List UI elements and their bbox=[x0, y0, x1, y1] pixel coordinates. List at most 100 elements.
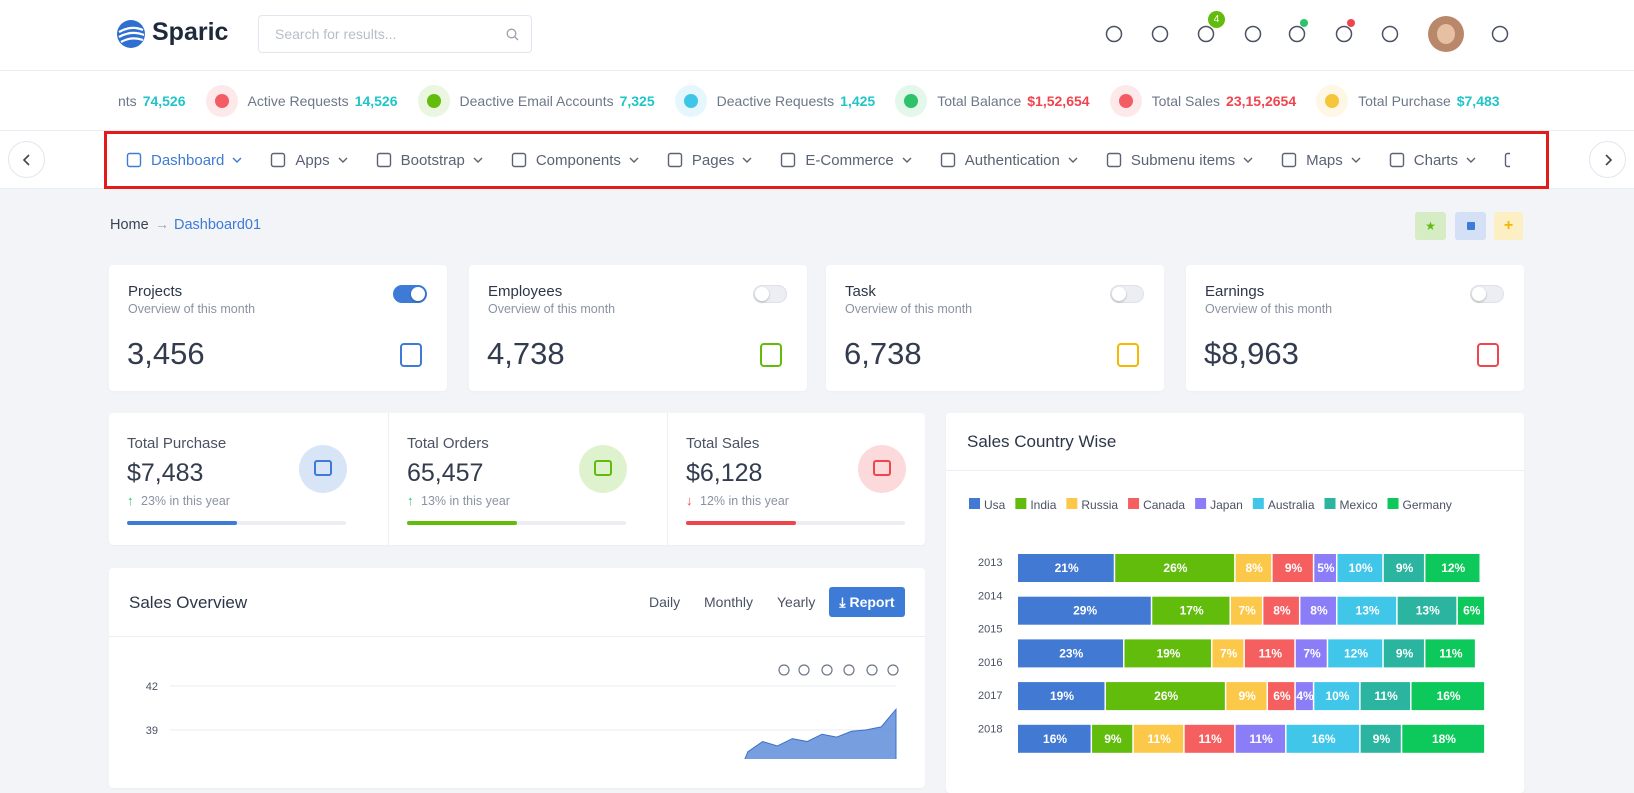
legend-swatch[interactable] bbox=[1252, 498, 1264, 509]
ticker-icon bbox=[205, 85, 238, 117]
icon-shape bbox=[1477, 343, 1499, 367]
bar-label: 16% bbox=[1043, 732, 1067, 746]
chevron bbox=[629, 157, 639, 163]
change-arrow: ↑ bbox=[407, 493, 414, 508]
legend-swatch[interactable] bbox=[1324, 498, 1336, 509]
ticker-item: Deactive Requests 1,425 bbox=[674, 85, 875, 117]
toolbar-icon[interactable] bbox=[843, 664, 855, 676]
header-icon[interactable] bbox=[1489, 23, 1511, 45]
add-button[interactable]: + bbox=[1494, 212, 1523, 240]
legend-label[interactable]: Mexico bbox=[1340, 498, 1378, 512]
logo-text: Sparic bbox=[152, 18, 229, 46]
bar-label: 16% bbox=[1437, 689, 1461, 703]
nav-item[interactable]: Ico bbox=[1503, 151, 1510, 169]
bar-segment bbox=[1383, 554, 1424, 582]
header-icon[interactable] bbox=[1103, 23, 1125, 45]
chevron bbox=[1351, 157, 1361, 163]
legend-label[interactable]: Russia bbox=[1081, 498, 1118, 512]
header-icon[interactable] bbox=[1286, 23, 1308, 45]
toggle[interactable] bbox=[1470, 285, 1504, 303]
bar-label: 9% bbox=[1104, 732, 1122, 746]
toolbar-icon[interactable] bbox=[821, 664, 833, 676]
y-tick-label: 42 bbox=[146, 681, 158, 693]
toolbar-icon[interactable] bbox=[887, 664, 899, 676]
nav-item[interactable]: Bootstrap bbox=[375, 151, 483, 169]
nav-icon bbox=[667, 152, 683, 168]
header-icon[interactable] bbox=[1149, 23, 1171, 45]
breadcrumb-home[interactable]: Home bbox=[110, 217, 149, 233]
legend-label[interactable]: Japan bbox=[1210, 498, 1243, 512]
nav-next[interactable] bbox=[1589, 141, 1626, 178]
report-button[interactable]: ⤓ Report bbox=[829, 587, 905, 617]
tab[interactable]: Monthly bbox=[704, 594, 754, 610]
summary-title: Total Purchase bbox=[127, 435, 227, 452]
legend-label[interactable]: Usa bbox=[984, 498, 1006, 512]
header-icon[interactable] bbox=[1379, 23, 1401, 45]
nav-item[interactable]: E-Commerce bbox=[779, 151, 912, 169]
icon-shape bbox=[1288, 25, 1306, 43]
nav-chevron bbox=[1466, 157, 1476, 163]
avatar[interactable] bbox=[1428, 16, 1464, 52]
nav-item[interactable]: Charts bbox=[1388, 151, 1476, 169]
nav-item[interactable]: Authentication bbox=[939, 151, 1078, 169]
header-icon[interactable] bbox=[1333, 23, 1355, 45]
bar-segment bbox=[1018, 724, 1091, 753]
change-arrow: ↓ bbox=[686, 493, 693, 508]
bar-label: 9% bbox=[1396, 646, 1414, 660]
nav-item[interactable]: Maps bbox=[1280, 151, 1361, 169]
stat-icon bbox=[1117, 343, 1139, 367]
nav-item[interactable]: Pages bbox=[666, 151, 753, 169]
progress-fill bbox=[127, 521, 237, 525]
toolbar-icon[interactable] bbox=[866, 664, 878, 676]
summary-section: Total Sales $6,128 ↓ 12% in this year bbox=[667, 413, 946, 545]
summary-icon bbox=[299, 445, 347, 493]
toggle[interactable] bbox=[393, 285, 427, 303]
nav-prev[interactable] bbox=[8, 141, 45, 178]
search-box[interactable]: Search for results... bbox=[258, 15, 532, 53]
stat-subtitle: Overview of this month bbox=[845, 302, 973, 316]
header: Sparic Search for results... 4 bbox=[0, 0, 1634, 71]
bar-segment bbox=[1115, 554, 1235, 582]
nav-item[interactable]: Submenu items bbox=[1105, 151, 1253, 169]
nav-item[interactable]: Components bbox=[510, 151, 639, 169]
toolbar-icon[interactable] bbox=[778, 664, 790, 676]
bar-segment bbox=[1397, 596, 1457, 625]
bar-label: 10% bbox=[1325, 689, 1349, 703]
header-icon[interactable] bbox=[1242, 23, 1264, 45]
summary-section: Total Orders 65,457 ↑ 13% in this year bbox=[388, 413, 667, 545]
ticker-icon bbox=[1109, 85, 1142, 117]
toggle[interactable] bbox=[1110, 285, 1144, 303]
tab[interactable]: Daily bbox=[649, 594, 681, 610]
tab[interactable]: Yearly bbox=[777, 594, 816, 610]
toolbar-icon[interactable] bbox=[798, 664, 810, 676]
toggle[interactable] bbox=[753, 285, 787, 303]
nav-label: Components bbox=[535, 151, 621, 169]
icon-shape bbox=[1281, 152, 1297, 168]
icon-shape bbox=[1117, 343, 1139, 367]
lock-button[interactable] bbox=[1455, 212, 1486, 240]
legend-swatch[interactable] bbox=[1128, 498, 1140, 509]
bar-label: 12% bbox=[1441, 561, 1465, 575]
legend-swatch[interactable] bbox=[1015, 498, 1027, 509]
nav-item[interactable]: Apps bbox=[269, 151, 348, 169]
legend-label[interactable]: Germany bbox=[1403, 498, 1452, 512]
legend-label[interactable]: Canada bbox=[1143, 498, 1185, 512]
legend-swatch[interactable] bbox=[1066, 498, 1078, 509]
ticker-icon bbox=[417, 85, 450, 117]
report-label: Report bbox=[849, 594, 895, 610]
legend-swatch[interactable] bbox=[1195, 498, 1207, 509]
nav-chevron bbox=[629, 157, 639, 163]
card-title: Sales Country Wise bbox=[967, 432, 1117, 451]
bar-segment bbox=[1360, 724, 1401, 753]
header-icon[interactable] bbox=[1195, 23, 1217, 45]
legend-swatch[interactable] bbox=[1387, 498, 1399, 509]
icon-dot bbox=[904, 94, 919, 108]
legend-label[interactable]: India bbox=[1030, 498, 1056, 512]
nav-item[interactable]: Dashboard bbox=[125, 151, 242, 169]
icon-shape bbox=[1504, 152, 1510, 168]
legend-swatch[interactable] bbox=[969, 498, 980, 509]
star-button[interactable]: ★ bbox=[1415, 212, 1446, 240]
legend-label[interactable]: Australia bbox=[1268, 498, 1315, 512]
bar-segment bbox=[1268, 682, 1295, 711]
icon-shape bbox=[781, 152, 796, 168]
